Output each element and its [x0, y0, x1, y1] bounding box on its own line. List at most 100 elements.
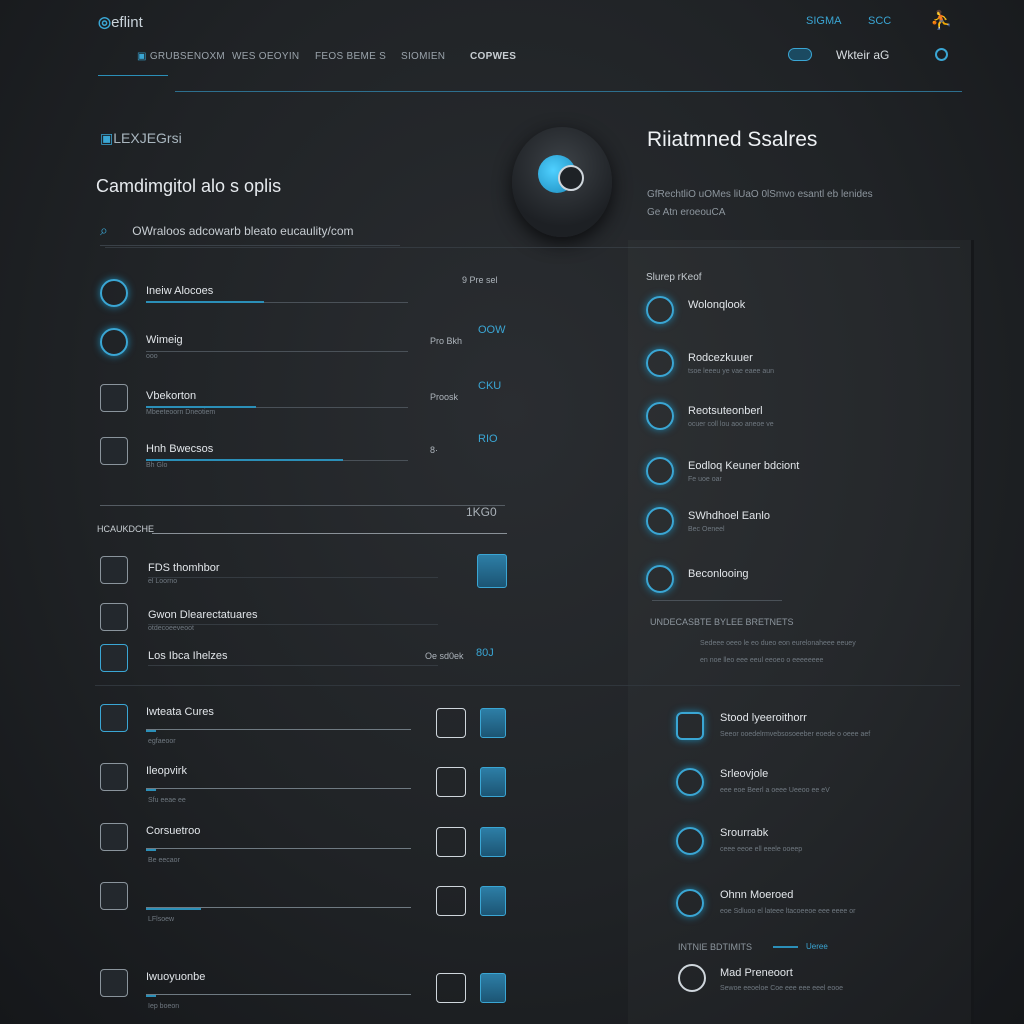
- header-link-sigma[interactable]: SIGMA: [806, 15, 842, 27]
- item-icon: [646, 349, 674, 377]
- list-item-title[interactable]: Wolonqlook: [688, 299, 746, 311]
- list-item-subtitle: Sewoe eeoeloe Coe eee eee eeel eooe: [720, 985, 843, 992]
- item-value: 9 Pre sel: [462, 275, 498, 285]
- action-tile[interactable]: [480, 827, 506, 857]
- item-icon: [646, 507, 674, 535]
- nav-item-1[interactable]: WES OEOYIN: [232, 51, 300, 62]
- list-item-title[interactable]: Gwon Dlearectatuares: [148, 609, 258, 621]
- section-divider: [100, 505, 505, 506]
- list-item-title[interactable]: Ileopvirk: [146, 765, 187, 777]
- nav-icon: ▣: [137, 51, 150, 62]
- list-item-subtitle: Bh Glo: [146, 462, 168, 469]
- list-item-title[interactable]: Srourrabk: [720, 827, 769, 839]
- feature-description: GfRechtliO uOMes liUaO 0lSmvo esantl eb …: [647, 189, 873, 218]
- section-link[interactable]: Ueree: [806, 942, 828, 951]
- list-item-title[interactable]: Mad Preneoort: [720, 967, 793, 979]
- list-item-subtitle: otdecoeeveoot: [148, 625, 194, 632]
- progress-fill: [146, 908, 201, 910]
- device-icon[interactable]: [436, 827, 466, 857]
- progress-fill: [146, 730, 156, 732]
- item-icon: [646, 565, 674, 593]
- list-item-subtitle: Bec Oeneel: [688, 526, 725, 533]
- main-divider: [95, 685, 960, 686]
- progress-track: [146, 407, 408, 408]
- list-line: Sedeee oeeo le eo dueo eon eurelonaheee …: [700, 640, 856, 647]
- nav-item-4[interactable]: COPWES: [470, 51, 517, 62]
- list-item-title[interactable]: Iwteata Cures: [146, 706, 214, 718]
- progress-fill: [146, 406, 257, 408]
- list-line: en noe lleo eee eeul eeoeo o eeeeeeee: [700, 657, 824, 664]
- item-divider: [148, 577, 438, 578]
- progress-fill: [146, 995, 156, 997]
- hero-graphic: [512, 127, 612, 237]
- list-item-title[interactable]: FDS thomhbor: [148, 562, 220, 574]
- section-divider: [652, 600, 782, 601]
- nav-item-0[interactable]: ▣ GRUBSENOXM: [137, 51, 226, 62]
- list-item-title[interactable]: Ohnn Moeroed: [720, 889, 794, 901]
- badge-icon: ▣: [100, 130, 114, 146]
- progress-track: [146, 994, 411, 995]
- device-icon[interactable]: [436, 886, 466, 916]
- item-icon: [100, 704, 128, 732]
- list-item-title[interactable]: Srleovjole: [720, 768, 769, 780]
- right-section-heading: Slurep rKeof: [646, 272, 702, 283]
- hero-badge: ▣LEXJEGrsi: [100, 130, 182, 146]
- device-icon[interactable]: [436, 767, 466, 797]
- progress-track: [146, 788, 411, 789]
- nav-item-3[interactable]: SIOMIEN: [401, 51, 446, 62]
- nav-divider: [175, 91, 962, 92]
- right-section-heading: UNDECASBTE BYLEE BRETNETS: [650, 617, 794, 627]
- search-input[interactable]: OWraloos adcowarb bleato eucaulity/com: [132, 224, 354, 238]
- progress-fill: [146, 789, 156, 791]
- list-item-title[interactable]: Beconlooing: [688, 568, 749, 580]
- action-tile[interactable]: [480, 886, 506, 916]
- list-item-title[interactable]: Stood lyeeroithorr: [720, 712, 807, 724]
- search-bar[interactable]: ⌕ OWraloos adcowarb bleato eucaulity/com: [100, 222, 400, 246]
- progress-track: [146, 351, 408, 352]
- list-item-subtitle: ceee eeoe ell eeele ooeep: [720, 846, 803, 853]
- item-icon: [100, 644, 128, 672]
- list-item-title[interactable]: SWhdhoel Eanlo: [688, 510, 770, 522]
- list-item-title[interactable]: Los Ibca Ihelzes: [148, 650, 228, 662]
- logo-mark-icon: ◎: [98, 14, 112, 31]
- list-item-title[interactable]: Corsuetroo: [146, 825, 201, 837]
- search-icon: ⌕: [100, 222, 108, 238]
- item-icon: [646, 296, 674, 324]
- logo[interactable]: ◎eflint: [98, 14, 143, 31]
- toggle-switch[interactable]: [788, 48, 812, 61]
- user-icon[interactable]: ⛹: [930, 10, 953, 30]
- list-item-subtitle: Sfu eeae ee: [148, 797, 186, 804]
- item-icon: [100, 279, 128, 307]
- list-item-subtitle: egfaeoor: [148, 738, 176, 745]
- action-tile[interactable]: [477, 554, 507, 588]
- progress-track: [146, 302, 408, 303]
- item-icon: [676, 712, 704, 740]
- list-item-title[interactable]: Rodcezkuuer: [688, 352, 753, 364]
- progress-fill: [146, 849, 156, 851]
- action-tile[interactable]: [480, 767, 506, 797]
- nav-item-2[interactable]: FEOS BEME S: [315, 51, 387, 62]
- status-ring-icon[interactable]: [935, 48, 948, 61]
- list-item-subtitle: ocuer coll lou aoo aneoe ve: [688, 421, 774, 428]
- progress-fill: [146, 459, 343, 461]
- list-item-title[interactable]: Reotsuteonberl: [688, 405, 763, 417]
- hero-heading: Camdimgitol alo s oplis: [96, 176, 282, 196]
- list-item-subtitle: Mbeeteoorn Dneotiem: [146, 409, 216, 416]
- item-icon: [100, 763, 128, 791]
- progress-track: [146, 848, 411, 849]
- list-item-title[interactable]: Iwuoyuonbe: [146, 971, 206, 983]
- action-tile[interactable]: [480, 973, 506, 1003]
- item-icon: [100, 882, 128, 910]
- list-item-title[interactable]: Ineiw Alocoes: [146, 285, 214, 297]
- device-icon[interactable]: [436, 973, 466, 1003]
- list-item-title[interactable]: Eodloq Keuner bdciont: [688, 460, 800, 472]
- item-value: 80J: [476, 647, 494, 659]
- device-icon[interactable]: [436, 708, 466, 738]
- ring-icon: [558, 165, 584, 191]
- header-link-scc[interactable]: SCC: [868, 15, 892, 27]
- list-item-title[interactable]: Hnh Bwecsos: [146, 443, 214, 455]
- list-item-title[interactable]: Vbekorton: [146, 390, 197, 402]
- action-tile[interactable]: [480, 708, 506, 738]
- item-value: CKU: [478, 380, 502, 392]
- list-item-title[interactable]: Wimeig: [146, 334, 183, 346]
